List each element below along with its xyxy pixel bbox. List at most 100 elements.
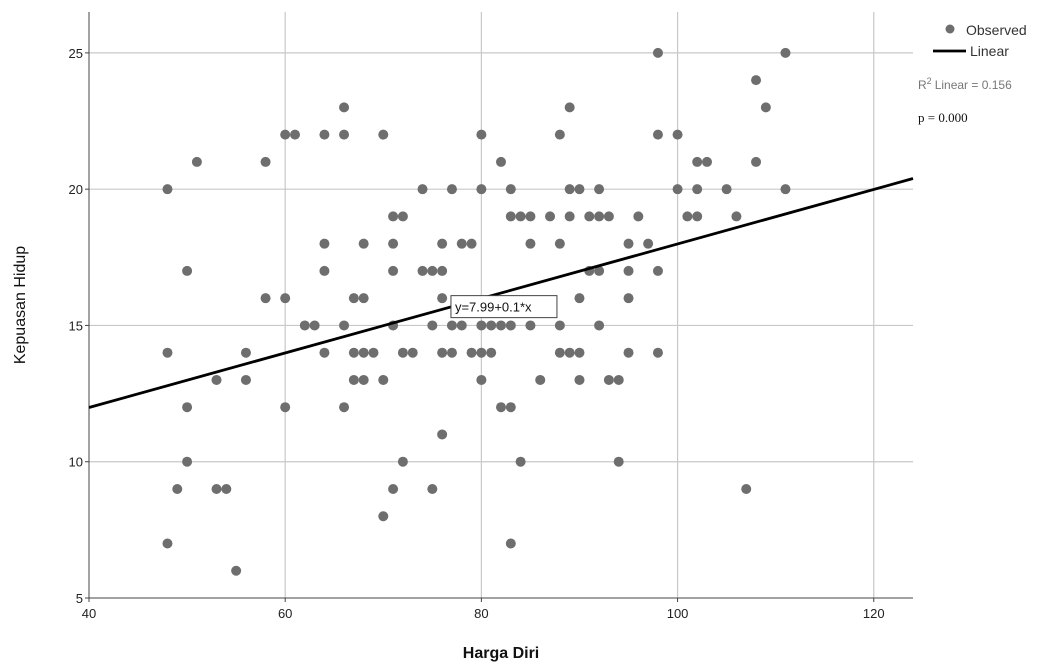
x-tick-label: 60 bbox=[278, 606, 292, 621]
observed-point bbox=[505, 402, 516, 413]
observed-point bbox=[339, 129, 350, 140]
observed-point bbox=[545, 211, 556, 222]
observed-point bbox=[505, 538, 516, 549]
equation-box bbox=[450, 295, 558, 319]
observed-point bbox=[564, 102, 575, 113]
observed-point bbox=[603, 211, 614, 222]
observed-point bbox=[476, 129, 487, 140]
observed-point bbox=[280, 129, 291, 140]
observed-point bbox=[652, 129, 663, 140]
observed-point bbox=[623, 238, 634, 249]
p-value-label: p = 0.000 bbox=[918, 110, 968, 125]
observed-point bbox=[231, 565, 242, 576]
observed-point bbox=[496, 320, 506, 331]
observed-point bbox=[594, 265, 605, 276]
r2-prefix: R bbox=[918, 78, 927, 92]
observed-point bbox=[574, 293, 585, 304]
observed-point bbox=[368, 347, 379, 358]
observed-point bbox=[378, 129, 389, 140]
y-tick-label: 25 bbox=[69, 46, 83, 61]
legend-linear-label: Linear bbox=[970, 43, 1009, 59]
observed-point bbox=[446, 320, 457, 331]
observed-point bbox=[358, 374, 369, 385]
observed-point bbox=[427, 483, 438, 494]
observed-point bbox=[652, 347, 663, 358]
observed-point bbox=[339, 402, 350, 413]
observed-point bbox=[741, 483, 752, 494]
observed-point bbox=[417, 184, 428, 195]
y-axis-title: Kepuasan Hidup bbox=[12, 246, 29, 364]
observed-point bbox=[280, 402, 291, 413]
observed-point bbox=[211, 483, 222, 494]
observed-point bbox=[319, 265, 330, 276]
legend-observed-label: Observed bbox=[966, 22, 1027, 38]
observed-point bbox=[613, 374, 624, 385]
observed-point bbox=[319, 347, 330, 358]
observed-point bbox=[162, 538, 173, 549]
observed-point bbox=[339, 320, 350, 331]
observed-point bbox=[280, 293, 291, 304]
observed-point bbox=[623, 293, 634, 304]
observed-point bbox=[476, 374, 487, 385]
observed-point bbox=[378, 374, 389, 385]
observed-point bbox=[564, 184, 575, 195]
observed-point bbox=[672, 129, 683, 140]
observed-point bbox=[446, 347, 457, 358]
observed-point bbox=[221, 483, 232, 494]
observed-point bbox=[554, 347, 565, 358]
observed-point bbox=[476, 347, 487, 358]
y-tick-label: 5 bbox=[76, 591, 83, 606]
legend-observed-marker bbox=[945, 24, 955, 34]
observed-point bbox=[240, 374, 251, 385]
observed-point bbox=[162, 184, 173, 195]
observed-point bbox=[319, 238, 330, 249]
observed-point bbox=[417, 265, 428, 276]
observed-point bbox=[574, 347, 585, 358]
observed-point bbox=[437, 238, 448, 249]
observed-point bbox=[760, 102, 771, 113]
observed-point bbox=[623, 265, 634, 276]
observed-point bbox=[554, 129, 565, 140]
observed-point bbox=[692, 211, 703, 222]
y-tick-label: 20 bbox=[69, 182, 83, 197]
observed-point bbox=[172, 483, 183, 494]
x-tick-label: 40 bbox=[82, 606, 96, 621]
observed-point bbox=[594, 320, 605, 331]
observed-point bbox=[456, 320, 467, 331]
observed-point bbox=[407, 347, 418, 358]
observed-point bbox=[682, 211, 693, 222]
observed-point bbox=[211, 374, 222, 385]
observed-point bbox=[643, 238, 654, 249]
observed-point bbox=[564, 347, 575, 358]
observed-point bbox=[731, 211, 742, 222]
observed-point bbox=[702, 156, 712, 167]
observed-point bbox=[751, 156, 762, 167]
observed-point bbox=[476, 184, 487, 195]
observed-point bbox=[476, 320, 487, 331]
observed-point bbox=[299, 320, 310, 331]
observed-point bbox=[594, 211, 605, 222]
observed-point bbox=[525, 238, 536, 249]
r2-superscript: 2 bbox=[927, 76, 932, 86]
observed-point bbox=[751, 75, 762, 86]
observed-point bbox=[613, 456, 624, 467]
observed-point bbox=[564, 211, 575, 222]
observed-point bbox=[339, 102, 350, 113]
observed-point bbox=[594, 184, 605, 195]
observed-point bbox=[397, 456, 408, 467]
observed-point bbox=[505, 320, 516, 331]
observed-point bbox=[182, 456, 193, 467]
observed-point bbox=[182, 265, 193, 276]
observed-point bbox=[525, 320, 536, 331]
observed-point bbox=[633, 211, 644, 222]
observed-point bbox=[437, 347, 448, 358]
r-squared-label: R2 Linear = 0.156 bbox=[918, 76, 1012, 92]
linear-fit-line bbox=[88, 177, 914, 409]
observed-point bbox=[397, 347, 408, 358]
observed-point bbox=[466, 347, 477, 358]
observed-point bbox=[427, 320, 438, 331]
observed-point bbox=[319, 129, 330, 140]
observed-point bbox=[554, 320, 565, 331]
x-tick-label: 100 bbox=[667, 606, 689, 621]
observed-point bbox=[574, 184, 585, 195]
